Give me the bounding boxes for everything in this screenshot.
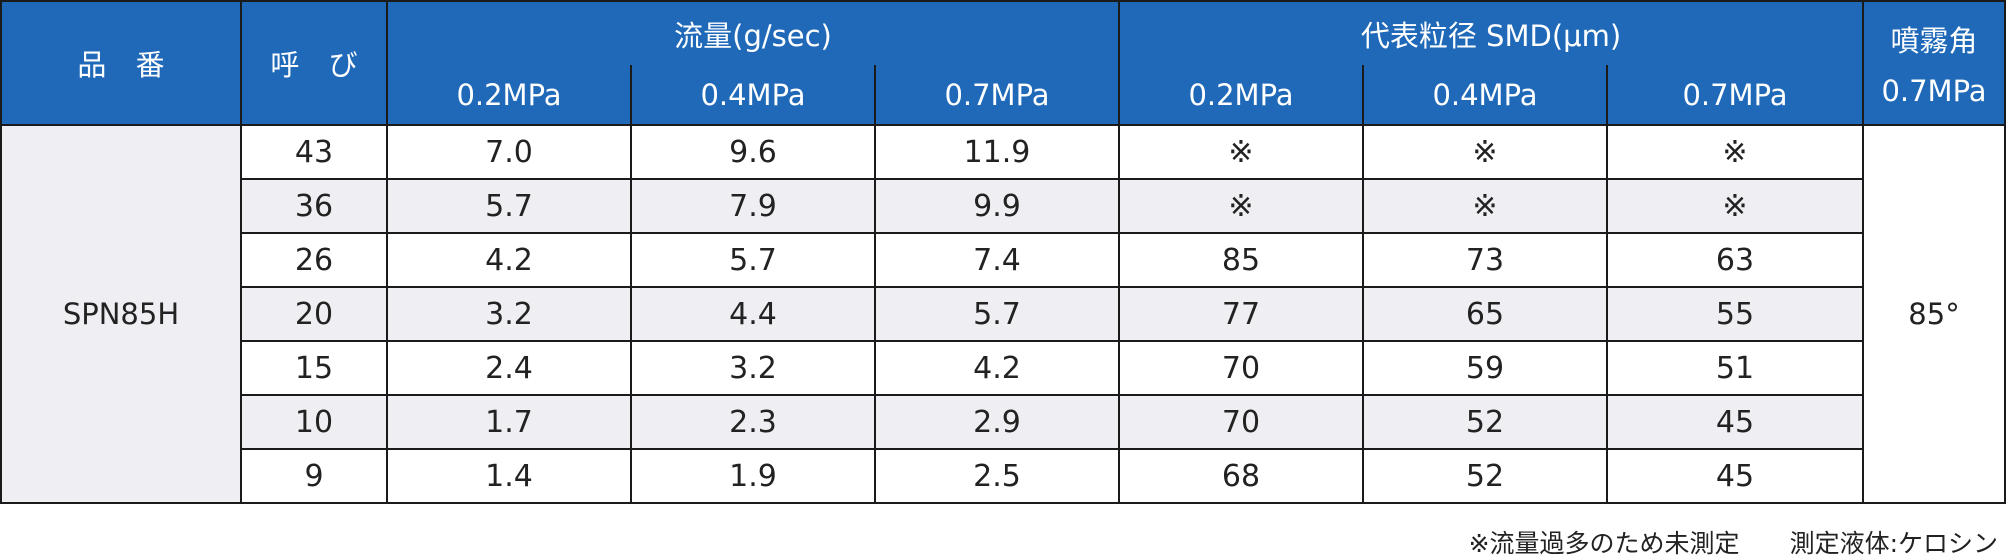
flow-cell: 5.7: [386, 178, 632, 234]
product-cell: SPN85H: [0, 124, 242, 504]
header-product: 品 番: [0, 0, 242, 126]
flow-cell: 2.9: [874, 394, 1120, 450]
flow-cell: 9.6: [630, 124, 876, 180]
header-smd-pressure: 0.7MPa: [1606, 65, 1864, 126]
footnote: ※流量過多のため未測定 測定液体:ケロシン: [1469, 524, 1998, 560]
size-cell: 10: [240, 394, 388, 450]
flow-cell: 3.2: [630, 340, 876, 396]
size-cell: 26: [240, 232, 388, 288]
smd-cell: 59: [1362, 340, 1608, 396]
smd-cell: ※: [1362, 124, 1608, 180]
table-row: 20 3.2 4.4 5.7 77 65 55: [1, 286, 2005, 342]
flow-cell: 1.7: [386, 394, 632, 450]
flow-cell: 7.4: [874, 232, 1120, 288]
smd-cell: 63: [1606, 232, 1864, 288]
header-spray-angle-line1: 噴霧角: [1890, 24, 1978, 58]
table-body: SPN85H 43 7.0 9.6 11.9 ※ ※ ※ 85° 36 5.7 …: [0, 124, 2006, 504]
smd-cell: 45: [1606, 448, 1864, 504]
flow-cell: 9.9: [874, 178, 1120, 234]
smd-cell: ※: [1362, 178, 1608, 234]
smd-cell: 65: [1362, 286, 1608, 342]
header-smd-group: 代表粒径 SMD(μm): [1118, 0, 1864, 65]
flow-cell: 2.5: [874, 448, 1120, 504]
spray-angle-cell: 85°: [1862, 124, 2006, 504]
smd-cell: 52: [1362, 394, 1608, 450]
smd-cell: ※: [1606, 124, 1864, 180]
header-flow-pressure: 0.7MPa: [874, 65, 1120, 126]
size-cell: 43: [240, 124, 388, 180]
spec-table-container: 品 番 呼 び 流量(g/sec) 代表粒径 SMD(μm) 噴霧角 0.7MP…: [0, 0, 2006, 504]
table-row: 26 4.2 5.7 7.4 85 73 63: [1, 232, 2005, 288]
size-cell: 36: [240, 178, 388, 234]
header-smd-pressure: 0.4MPa: [1362, 65, 1608, 126]
smd-cell: ※: [1118, 178, 1364, 234]
header-smd-pressure: 0.2MPa: [1118, 65, 1364, 126]
flow-cell: 1.9: [630, 448, 876, 504]
smd-cell: 70: [1118, 394, 1364, 450]
spec-table: 品 番 呼 び 流量(g/sec) 代表粒径 SMD(μm) 噴霧角 0.7MP…: [0, 0, 2006, 504]
header-spray-angle: 噴霧角 0.7MPa: [1862, 0, 2006, 126]
table-row: 36 5.7 7.9 9.9 ※ ※ ※: [1, 178, 2005, 234]
size-cell: 9: [240, 448, 388, 504]
flow-cell: 4.2: [874, 340, 1120, 396]
flow-cell: 7.9: [630, 178, 876, 234]
smd-cell: ※: [1606, 178, 1864, 234]
size-cell: 20: [240, 286, 388, 342]
footnote-not-measured: ※流量過多のため未測定: [1468, 529, 1740, 558]
smd-cell: 52: [1362, 448, 1608, 504]
footnote-test-liquid: 測定液体:ケロシン: [1789, 529, 1998, 558]
table-row: 15 2.4 3.2 4.2 70 59 51: [1, 340, 2005, 396]
flow-cell: 2.4: [386, 340, 632, 396]
flow-cell: 2.3: [630, 394, 876, 450]
table-row: 10 1.7 2.3 2.9 70 52 45: [1, 394, 2005, 450]
header-spray-angle-line2: 0.7MPa: [1881, 74, 1987, 108]
smd-cell: 85: [1118, 232, 1364, 288]
table-row: SPN85H 43 7.0 9.6 11.9 ※ ※ ※ 85°: [0, 124, 2006, 504]
smd-cell: 70: [1118, 340, 1364, 396]
header-flow-pressure: 0.2MPa: [386, 65, 632, 126]
flow-cell: 4.2: [386, 232, 632, 288]
smd-cell: 51: [1606, 340, 1864, 396]
header-size: 呼 び: [240, 0, 388, 126]
table-row: 9 1.4 1.9 2.5 68 52 45: [1, 448, 2005, 504]
smd-cell: ※: [1118, 124, 1364, 180]
flow-cell: 3.2: [386, 286, 632, 342]
smd-cell: 77: [1118, 286, 1364, 342]
smd-cell: 68: [1118, 448, 1364, 504]
flow-cell: 5.7: [630, 232, 876, 288]
size-cell: 15: [240, 340, 388, 396]
flow-cell: 7.0: [386, 124, 632, 180]
smd-cell: 73: [1362, 232, 1608, 288]
header-flow-pressure: 0.4MPa: [630, 65, 876, 126]
flow-cell: 11.9: [874, 124, 1120, 180]
flow-cell: 1.4: [386, 448, 632, 504]
table-header: 品 番 呼 び 流量(g/sec) 代表粒径 SMD(μm) 噴霧角 0.7MP…: [0, 0, 2006, 126]
smd-cell: 45: [1606, 394, 1864, 450]
header-flow-group: 流量(g/sec): [386, 0, 1120, 65]
flow-cell: 4.4: [630, 286, 876, 342]
smd-cell: 55: [1606, 286, 1864, 342]
flow-cell: 5.7: [874, 286, 1120, 342]
